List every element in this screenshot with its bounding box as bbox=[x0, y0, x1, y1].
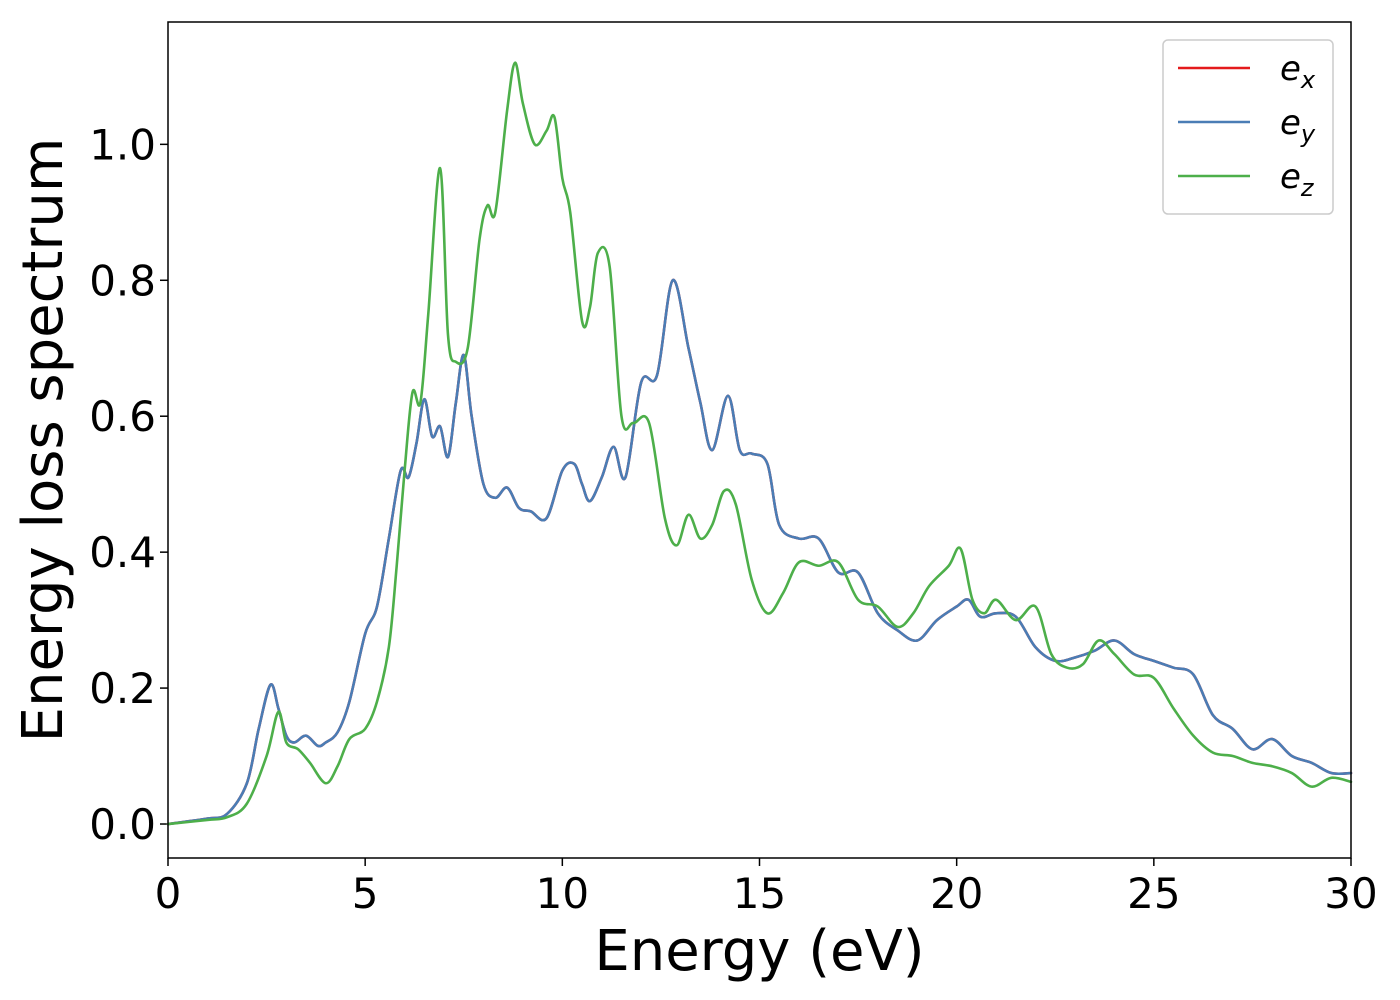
y-tick-label: 1.0 bbox=[89, 120, 156, 169]
x-tick-label: 20 bbox=[930, 869, 983, 918]
x-tick-label: 25 bbox=[1127, 869, 1180, 918]
series-line-e-y bbox=[166, 278, 1353, 826]
y-tick-label: 0.6 bbox=[89, 392, 156, 441]
legend-label-e-y: ey bbox=[1280, 103, 1316, 148]
legend-label-subscript: z bbox=[1300, 174, 1315, 202]
x-tick-label: 10 bbox=[536, 869, 589, 918]
y-tick-label: 0.4 bbox=[89, 528, 156, 577]
series-line-e-x bbox=[166, 278, 1353, 826]
legend-box bbox=[1162, 39, 1334, 215]
x-axis-title: Energy (eV) bbox=[594, 919, 924, 984]
legend-label-subscript: y bbox=[1300, 120, 1316, 148]
legend-label-base: e bbox=[1280, 157, 1301, 197]
series-layer bbox=[166, 61, 1353, 826]
plot-frame bbox=[167, 21, 1352, 859]
legend-label-e-x: ex bbox=[1280, 49, 1316, 94]
x-tick-label: 5 bbox=[352, 869, 379, 918]
x-tick-label: 30 bbox=[1324, 869, 1377, 918]
legend-label-e-z: ez bbox=[1280, 157, 1315, 202]
y-tick-label: 0.2 bbox=[89, 664, 156, 713]
legend-label-base: e bbox=[1280, 49, 1301, 89]
y-tick-label: 0.0 bbox=[89, 800, 156, 849]
legend-label-base: e bbox=[1280, 103, 1301, 143]
y-axis-title: Energy loss spectrum bbox=[11, 138, 76, 743]
legend-label-subscript: x bbox=[1300, 66, 1316, 94]
y-tick-label: 0.8 bbox=[89, 256, 156, 305]
x-tick-label: 15 bbox=[733, 869, 786, 918]
series-line-e-z bbox=[166, 61, 1353, 826]
ticks-layer: 0 5 10 15 20 25 30 0.0 0.2 0.4 0.6 0.8 1.0 bbox=[89, 120, 1378, 918]
x-tick-label: 0 bbox=[155, 869, 182, 918]
